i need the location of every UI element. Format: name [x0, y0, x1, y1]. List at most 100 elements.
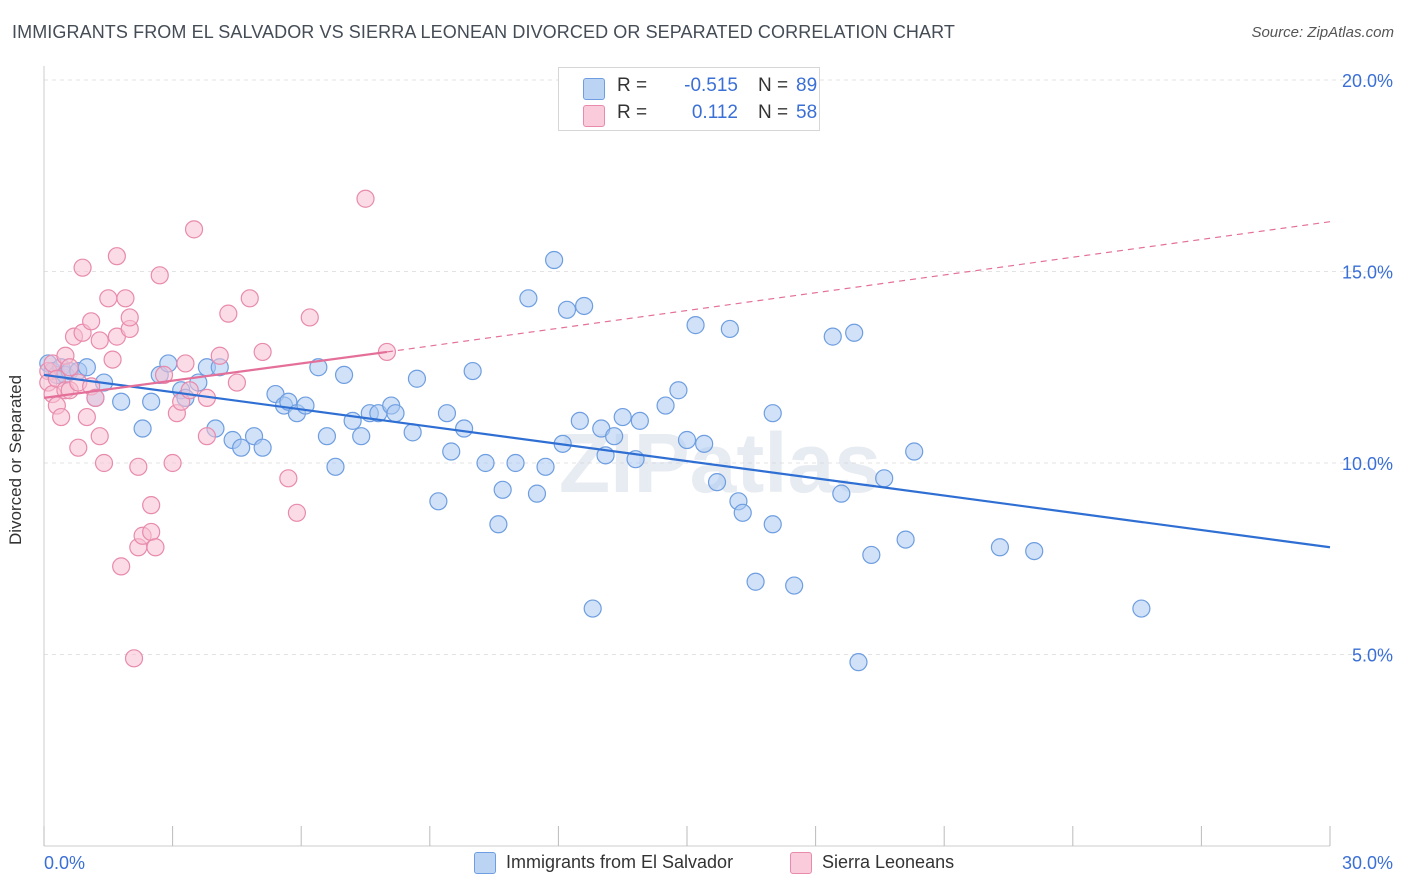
el-salvador-point — [613, 407, 632, 427]
el-salvador-point — [142, 392, 161, 411]
el-salvador-point — [905, 442, 924, 461]
el-salvador-point — [707, 473, 727, 492]
el-salvador-point — [112, 392, 131, 411]
data-points — [39, 189, 1151, 672]
legend-r-value: 0.112 — [691, 102, 738, 123]
el-salvador-point — [862, 545, 881, 565]
el-salvador-point — [733, 503, 752, 522]
el-salvador-point — [570, 411, 589, 430]
sierra-leonean-point — [219, 304, 238, 323]
el-salvador-point — [493, 480, 512, 499]
el-salvador-point — [720, 319, 739, 339]
sierra-leonean-point — [184, 220, 204, 239]
sierra-leonean-point — [150, 266, 169, 285]
chart-title: IMMIGRANTS FROM EL SALVADOR VS SIERRA LE… — [12, 22, 955, 42]
y-tick-label: 20.0% — [1342, 71, 1393, 91]
el-salvador-point — [489, 515, 508, 534]
tick-labels: 5.0% 10.0% 15.0% 20.0% 0.0% 30.0% — [44, 71, 1393, 873]
sierra-leonean-point — [240, 289, 259, 308]
el-salvador-point — [823, 327, 842, 346]
bottom-legend-swatch-pink — [790, 852, 812, 874]
y-tick-label: 15.0% — [1342, 263, 1393, 283]
el-salvador-point — [763, 515, 782, 534]
el-salvador-point — [575, 296, 594, 316]
el-salvador-point — [476, 453, 495, 473]
el-salvador-point — [630, 411, 649, 430]
el-salvador-point — [849, 653, 868, 672]
el-salvador-point — [133, 419, 152, 438]
sierra-leonean-point — [124, 649, 144, 668]
el-salvador-point — [352, 427, 371, 446]
sierra-leonean-point — [154, 365, 174, 385]
legend-swatch-pink — [583, 105, 605, 127]
el-salvador-point — [990, 538, 1010, 557]
sierra-leonean-point — [279, 469, 298, 488]
legend-n-value: 89 — [796, 75, 818, 96]
sierra-leonean-point — [210, 346, 229, 365]
correlation-legend: R = -0.515 N = 89 R = 0.112 N = 58 — [558, 67, 820, 131]
el-salvador-point — [583, 599, 602, 618]
el-salvador-point — [232, 438, 251, 457]
sierra-leonean-point — [86, 388, 105, 407]
sierra-leonean-point — [69, 438, 88, 457]
el-salvador-point — [77, 358, 96, 377]
sierra-leonean-point — [99, 289, 118, 308]
sierra-leonean-point — [73, 258, 92, 277]
el-salvador-point — [527, 484, 547, 503]
trend-lines — [43, 221, 1331, 549]
sierra-leonean-point — [90, 427, 109, 446]
x-tick-label: 30.0% — [1342, 853, 1393, 873]
legend-n-label: N = — [758, 102, 789, 123]
el-salvador-point — [506, 453, 525, 473]
el-salvador-point — [746, 572, 765, 591]
el-salvador-point — [875, 469, 894, 488]
sierra-leonean-point — [77, 407, 96, 427]
y-axis-label: Divorced or Separated — [6, 374, 25, 546]
el-salvador-point — [407, 369, 427, 388]
sierra-leonean-point — [112, 557, 131, 576]
el-salvador-point — [463, 361, 482, 381]
sierra-leonean-trend-extension — [386, 221, 1331, 353]
el-salvador-point — [557, 300, 577, 319]
sierra-leonean-point — [146, 538, 165, 557]
legend-swatch-blue — [583, 78, 605, 100]
sierra-leonean-point — [253, 342, 272, 362]
el-salvador-point — [253, 438, 272, 457]
sierra-leonean-point — [107, 247, 126, 266]
sierra-leonean-point — [142, 496, 161, 515]
el-salvador-point — [403, 423, 422, 442]
legend-n-value: 58 — [796, 102, 818, 123]
el-salvador-point — [309, 358, 328, 377]
el-salvador-point — [763, 404, 782, 423]
axes — [43, 66, 1331, 847]
sierra-leonean-point — [163, 453, 182, 473]
x-tick-label: 0.0% — [44, 853, 85, 873]
bottom-legend-swatch-blue — [474, 852, 496, 874]
sierra-leonean-point — [82, 312, 101, 331]
el-salvador-point — [454, 419, 474, 438]
sierra-leonean-point — [142, 522, 161, 542]
bottom-legend-label: Immigrants from El Salvador — [506, 852, 734, 872]
legend-n-label: N = — [758, 75, 789, 96]
el-salvador-point — [1025, 541, 1044, 561]
el-salvador-point — [334, 365, 354, 385]
el-salvador-point — [429, 492, 448, 511]
el-salvador-point — [669, 381, 688, 400]
sierra-leonean-point — [103, 350, 122, 369]
sierra-leonean-point — [129, 457, 148, 476]
el-salvador-point — [686, 316, 705, 335]
el-salvador-trend-line — [43, 373, 1331, 549]
legend-r-label: R = — [617, 102, 648, 123]
y-tick-label: 10.0% — [1342, 454, 1393, 474]
el-salvador-point — [519, 289, 538, 308]
sierra-leonean-point — [90, 331, 109, 350]
el-salvador-point — [677, 430, 697, 450]
sierra-leonean-point — [356, 189, 375, 208]
grid-lines — [44, 79, 1392, 655]
el-salvador-point — [656, 396, 675, 415]
sierra-leonean-point — [176, 354, 195, 373]
el-salvador-point — [536, 457, 555, 476]
el-salvador-point — [896, 530, 915, 549]
sierra-leonean-point — [116, 289, 135, 308]
